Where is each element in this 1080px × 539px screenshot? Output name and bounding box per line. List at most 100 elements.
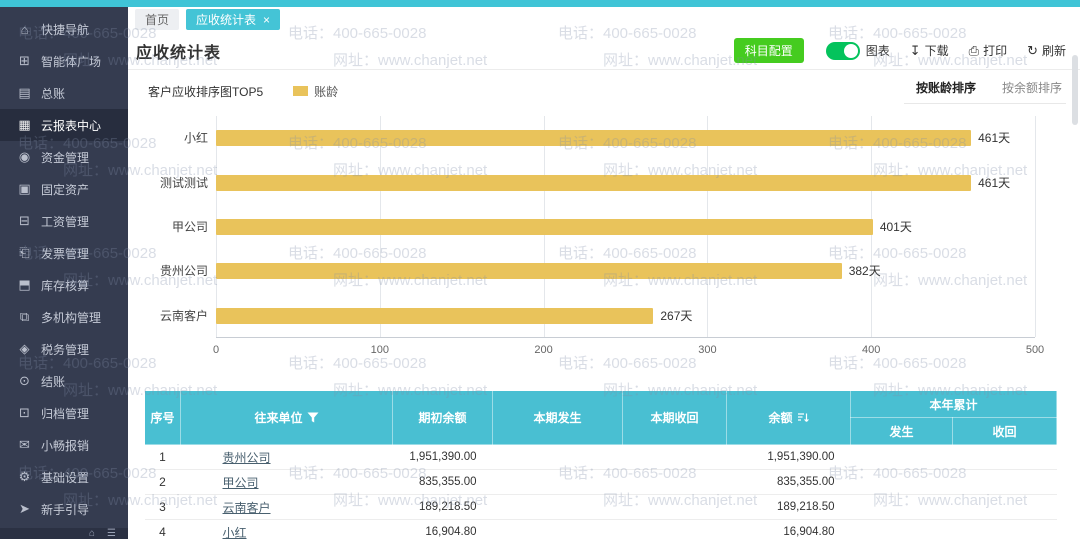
bar-云南客户[interactable] bbox=[216, 307, 654, 324]
sidebar-item-closing[interactable]: ⊙ 结账 bbox=[0, 365, 128, 397]
gridline bbox=[1035, 116, 1036, 337]
partner-link[interactable]: 小红 bbox=[222, 525, 247, 539]
x-tick-label: 300 bbox=[698, 344, 717, 356]
sidebar-item-label: 智能体广场 bbox=[41, 54, 102, 69]
sidebar-item-novice-guide[interactable]: ➤ 新手引导 bbox=[0, 493, 128, 525]
cell-current-occurred bbox=[492, 494, 623, 520]
download-label: 下载 bbox=[924, 44, 949, 58]
sidebar-item-label: 固定资产 bbox=[41, 182, 90, 197]
partner-link[interactable]: 贵州公司 bbox=[222, 450, 271, 465]
sidebar-item-cloud-report-center[interactable]: ▦ 云报表中心 bbox=[0, 109, 128, 141]
cell-index: 3 bbox=[144, 494, 181, 520]
cell-index: 4 bbox=[144, 519, 181, 539]
partner-link[interactable]: 甲公司 bbox=[222, 475, 259, 490]
cell-year-occurred bbox=[850, 469, 953, 495]
sidebar-item-archive-management[interactable]: ⊡ 归档管理 bbox=[0, 397, 128, 429]
sidebar-footer: ⌂ ☰ bbox=[0, 528, 128, 539]
sidebar-item-basic-settings[interactable]: ⚙ 基础设置 bbox=[0, 461, 128, 493]
col-current-recovered[interactable]: 本期收回 bbox=[622, 390, 727, 445]
sidebar-item-tax-management[interactable]: ◈ 税务管理 bbox=[0, 333, 128, 365]
fixed-assets-icon: ▣ bbox=[18, 181, 31, 196]
col-current-occurred[interactable]: 本期发生 bbox=[492, 390, 623, 445]
table-row: 2 甲公司 835,355.00 835,355.00 bbox=[144, 469, 1057, 495]
agent-plaza-icon: ⊞ bbox=[19, 53, 30, 68]
scrollbar-thumb[interactable] bbox=[1072, 55, 1078, 125]
col-year-recovered[interactable]: 收回 bbox=[951, 417, 1058, 445]
sidebar-item-quick-nav[interactable]: ⌂ 快捷导航 bbox=[0, 13, 128, 45]
tab-home[interactable]: 首页 bbox=[135, 9, 180, 30]
sidebar-item-xiaochang-expense[interactable]: ✉ 小畅报销 bbox=[0, 429, 128, 461]
tab-label: 应收统计表 bbox=[196, 13, 257, 27]
tabbar: 首页 应收统计表 × bbox=[128, 7, 1080, 32]
print-button[interactable]: ⎙ 打印 bbox=[969, 42, 1007, 59]
home-mini-icon[interactable]: ⌂ bbox=[88, 528, 96, 539]
cell-opening-balance: 189,218.50 bbox=[392, 494, 493, 520]
bar-小红[interactable] bbox=[216, 130, 972, 147]
cell-balance: 835,355.00 bbox=[726, 469, 851, 495]
category-label: 测试测试 bbox=[159, 175, 208, 190]
col-balance[interactable]: 余额 bbox=[726, 390, 851, 445]
cell-year-recovered bbox=[952, 469, 1057, 495]
col-opening-balance[interactable]: 期初余额 bbox=[392, 390, 493, 445]
bar-甲公司[interactable] bbox=[216, 219, 873, 235]
sidebar-item-fixed-assets[interactable]: ▣ 固定资产 bbox=[0, 173, 128, 205]
cell-year-recovered bbox=[952, 519, 1057, 539]
x-tick-label: 500 bbox=[1025, 344, 1045, 356]
sidebar-item-general-ledger[interactable]: ▤ 总账 bbox=[0, 77, 128, 109]
sidebar-item-multi-org-management[interactable]: ⧉ 多机构管理 bbox=[0, 301, 128, 333]
x-tick-label: 200 bbox=[534, 344, 553, 356]
main-area: 首页 应收统计表 × 应收统计表 科目配置 图表 ↧ 下载 ⎙ 打印 ↻ 刷新 客户… bbox=[128, 7, 1080, 539]
filter-icon[interactable] bbox=[307, 412, 319, 426]
cell-balance: 189,218.50 bbox=[726, 494, 851, 520]
cell-balance: 1,951,390.00 bbox=[726, 444, 851, 470]
legend-label[interactable]: 账龄 bbox=[314, 84, 339, 99]
sort-icon[interactable] bbox=[797, 412, 809, 426]
sort-by-age-option[interactable]: 按账龄排序 bbox=[915, 80, 976, 95]
refresh-button[interactable]: ↻ 刷新 bbox=[1027, 42, 1066, 59]
table-row: 4 小红 16,904.80 16,904.80 bbox=[144, 519, 1057, 539]
chart-toggle-label: 图表 bbox=[865, 44, 890, 58]
chart-toggle-wrap: 图表 bbox=[825, 41, 890, 60]
category-label: 贵州公司 bbox=[159, 264, 208, 279]
general-ledger-icon: ▤ bbox=[18, 85, 31, 100]
chart-toggle-switch[interactable] bbox=[825, 41, 860, 60]
x-tick-label: 400 bbox=[862, 344, 881, 356]
col-partner[interactable]: 往来单位 bbox=[180, 390, 393, 445]
cell-year-occurred bbox=[850, 444, 953, 470]
refresh-icon: ↻ bbox=[1027, 42, 1038, 58]
col-year-total[interactable]: 本年累计 bbox=[849, 390, 1058, 418]
table-header: 序号 往来单位 期初余额 本期发生 本期收回 余额 本年累计 发生 收回 bbox=[144, 390, 1058, 445]
sidebar-item-label: 发票管理 bbox=[41, 246, 90, 261]
subject-config-button[interactable]: 科目配置 bbox=[733, 38, 804, 63]
sidebar-item-label: 工资管理 bbox=[41, 214, 90, 229]
bar-测试测试[interactable] bbox=[216, 174, 972, 191]
download-button[interactable]: ↧ 下载 bbox=[910, 42, 949, 59]
print-label: 打印 bbox=[983, 44, 1008, 58]
receivable-table-section: 序号 往来单位 期初余额 本期发生 本期收回 余额 本年累计 发生 收回 bbox=[144, 390, 1058, 539]
category-label: 小红 bbox=[183, 131, 208, 146]
more-mini-icon[interactable]: ☰ bbox=[107, 528, 116, 539]
sidebar-item-payroll-management[interactable]: ⊟ 工资管理 bbox=[0, 205, 128, 237]
sidebar-item-label: 税务管理 bbox=[41, 342, 90, 357]
col-year-occurred[interactable]: 发生 bbox=[850, 417, 953, 445]
chart-xticks: 0 100 200 300 400 500 bbox=[213, 338, 1044, 362]
sidebar-item-fund-management[interactable]: ◉ 资金管理 bbox=[0, 141, 128, 173]
cell-current-occurred bbox=[492, 444, 623, 470]
sort-by-balance-option[interactable]: 按余额排序 bbox=[1001, 80, 1062, 95]
bar-贵州公司[interactable] bbox=[216, 263, 842, 280]
sidebar-item-agent-plaza[interactable]: ⊞ 智能体广场 bbox=[0, 45, 128, 77]
sidebar-item-label: 资金管理 bbox=[41, 150, 90, 165]
cell-index: 1 bbox=[144, 444, 181, 470]
sidebar-item-inventory-accounting[interactable]: ⬒ 库存核算 bbox=[0, 269, 128, 301]
col-balance-label: 余额 bbox=[768, 411, 793, 425]
tab-receivable-report[interactable]: 应收统计表 × bbox=[186, 9, 281, 30]
top-accent-strip bbox=[0, 0, 1080, 7]
sidebar-item-invoice-management[interactable]: ⎗ 发票管理 bbox=[0, 237, 128, 269]
partner-link[interactable]: 云南客户 bbox=[222, 500, 271, 515]
inventory-accounting-icon: ⬒ bbox=[18, 277, 31, 292]
sidebar-item-label: 总账 bbox=[41, 86, 66, 101]
tab-close-icon[interactable]: × bbox=[263, 12, 271, 27]
cloud-report-center-icon: ▦ bbox=[18, 117, 31, 132]
col-index[interactable]: 序号 bbox=[144, 390, 181, 445]
